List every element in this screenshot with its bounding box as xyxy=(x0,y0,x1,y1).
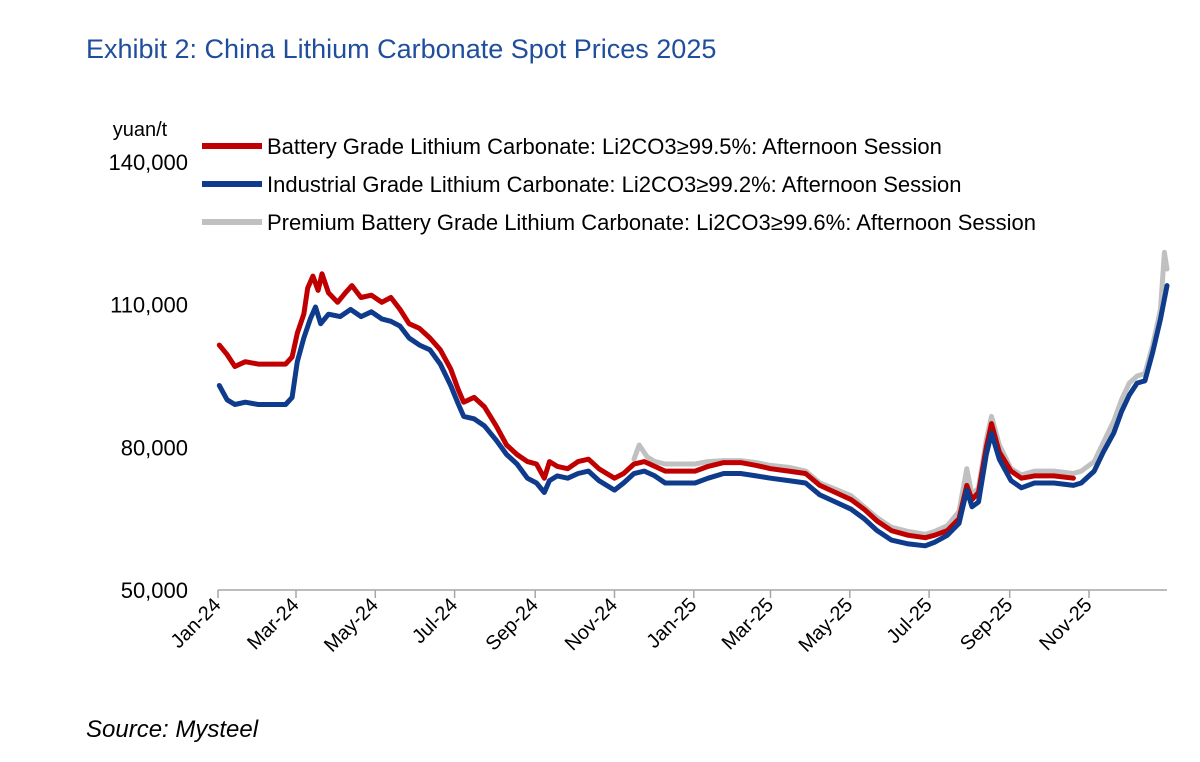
series-line xyxy=(216,271,1076,541)
legend-label: Battery Grade Lithium Carbonate: Li2CO3≥… xyxy=(267,134,942,159)
source-note: Source: Mysteel xyxy=(86,716,259,743)
x-tick-label: Jul-24 xyxy=(408,594,462,648)
x-tick-label: May-24 xyxy=(320,594,383,657)
x-tick-label: Jul-25 xyxy=(883,594,937,648)
x-tick-label: Sep-25 xyxy=(956,594,1017,655)
series-lines xyxy=(216,249,1170,549)
x-tick-label: Sep-24 xyxy=(482,594,543,655)
legend-label: Industrial Grade Lithium Carbonate: Li2C… xyxy=(267,172,961,197)
series-line xyxy=(631,249,1170,537)
x-tick-label: May-25 xyxy=(795,594,858,657)
x-tick-label: Jan-25 xyxy=(643,594,702,653)
x-tick-label: Nov-25 xyxy=(1035,594,1096,655)
chart-title: Exhibit 2: China Lithium Carbonate Spot … xyxy=(86,34,717,64)
y-axis-unit-label: yuan/t xyxy=(113,119,168,141)
y-tick-label: 80,000 xyxy=(121,435,188,460)
series-line xyxy=(216,283,1170,549)
y-tick-label: 50,000 xyxy=(121,578,188,603)
chart-legend: Battery Grade Lithium Carbonate: Li2CO3≥… xyxy=(202,134,1036,235)
y-tick-label: 110,000 xyxy=(110,293,188,318)
legend-label: Premium Battery Grade Lithium Carbonate:… xyxy=(267,210,1036,235)
y-tick-label: 140,000 xyxy=(108,150,188,175)
x-tick-label: Mar-25 xyxy=(718,594,778,654)
x-tick-label: Nov-24 xyxy=(561,594,622,655)
x-tick-label: Mar-24 xyxy=(243,594,303,654)
